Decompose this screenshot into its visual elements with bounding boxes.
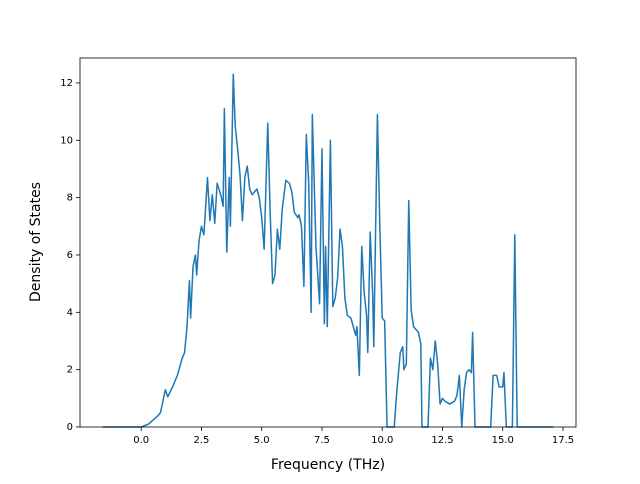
x-tick-label: 5.0	[254, 435, 270, 446]
x-tick-label: 10.0	[371, 435, 393, 446]
data-line	[102, 73, 554, 428]
y-tick-label: 8	[67, 193, 73, 204]
y-tick-label: 6	[67, 250, 73, 261]
x-tick-label: 12.5	[431, 435, 453, 446]
y-tick-label: 10	[60, 135, 73, 146]
x-tick-label: 15.0	[492, 435, 514, 446]
x-axis-label: Frequency (THz)	[271, 457, 385, 473]
y-tick-label: 4	[67, 307, 73, 318]
y-tick-label: 12	[60, 78, 73, 89]
y-tick-label: 0	[67, 422, 73, 433]
x-tick-label: 2.5	[194, 435, 210, 446]
x-tick-label: 7.5	[314, 435, 330, 446]
y-axis-label: Density of States	[28, 182, 44, 302]
plot-frame	[79, 57, 577, 428]
y-tick-label: 2	[67, 365, 73, 376]
x-tick-label: 17.5	[552, 435, 574, 446]
x-tick-label: 0.0	[133, 435, 149, 446]
